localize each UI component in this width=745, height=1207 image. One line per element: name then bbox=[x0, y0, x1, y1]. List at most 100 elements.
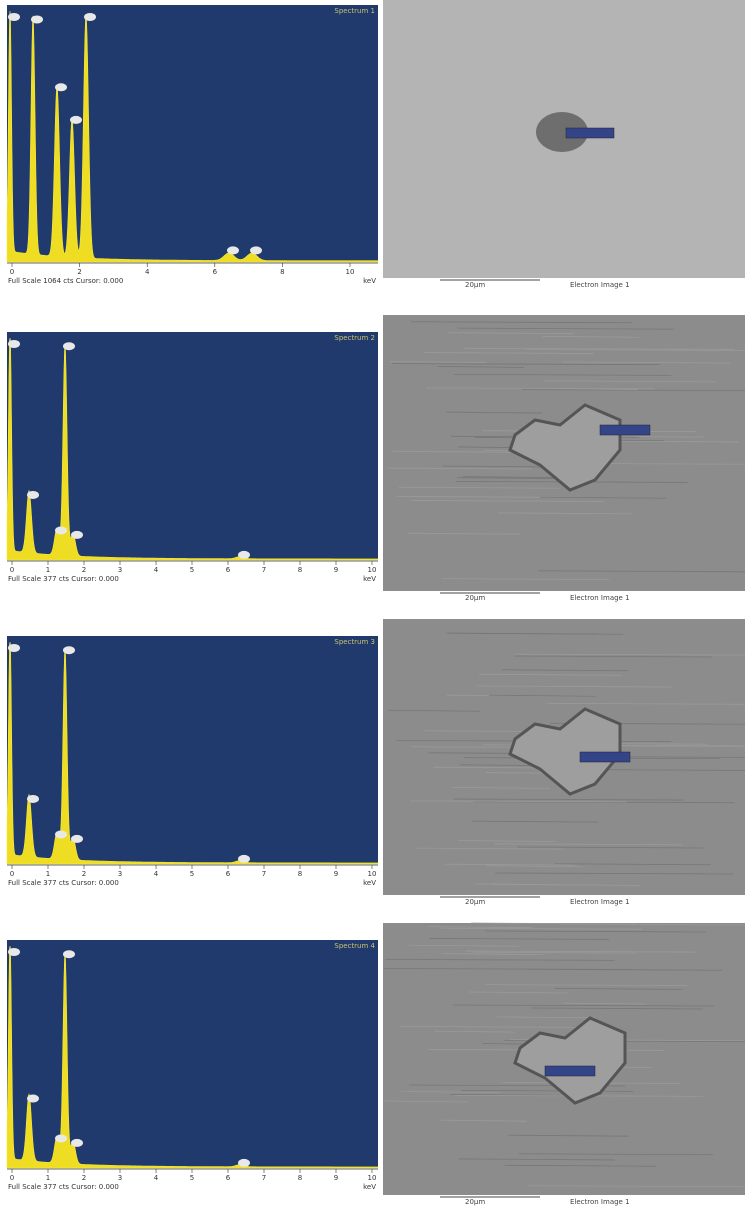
surface-streak bbox=[556, 388, 638, 391]
surface-streak bbox=[465, 950, 697, 953]
tick-label: 8 bbox=[298, 566, 302, 574]
tick-label: 6 bbox=[226, 566, 231, 574]
surface-streak bbox=[427, 926, 532, 929]
surface-streak bbox=[457, 1158, 615, 1161]
surface-streak bbox=[518, 1153, 713, 1156]
spectrum-title: Spectrum 2 bbox=[334, 334, 375, 342]
surface-streak bbox=[425, 387, 655, 390]
spectrum-marker bbox=[565, 127, 615, 139]
surface-streak bbox=[411, 500, 604, 502]
surface-streak bbox=[485, 930, 707, 933]
surface-streak bbox=[385, 958, 615, 961]
surface-streak bbox=[504, 1164, 657, 1167]
tick-label: 3 bbox=[118, 1174, 122, 1182]
surface-streak bbox=[387, 709, 481, 712]
surface-streak bbox=[498, 512, 633, 515]
peak-label bbox=[27, 794, 39, 803]
tick-label: 7 bbox=[262, 1174, 266, 1182]
peak-label bbox=[238, 550, 250, 559]
spectrum-footer: Full Scale 1064 cts Cursor: 0.000 bbox=[8, 277, 123, 285]
image-caption: Electron Image 1 bbox=[570, 594, 630, 602]
tick-label: 2 bbox=[82, 566, 86, 574]
peak-label bbox=[55, 83, 67, 92]
surface-streak bbox=[410, 800, 627, 803]
surface-streak bbox=[423, 352, 594, 354]
tick-label: 8 bbox=[298, 870, 302, 878]
tick-label: 0 bbox=[10, 1174, 14, 1182]
surface-streak bbox=[384, 1100, 469, 1103]
surface-streak bbox=[514, 653, 745, 656]
tick-label: 0 bbox=[10, 268, 14, 276]
surface-streak bbox=[440, 1119, 527, 1122]
surface-streak bbox=[502, 669, 629, 672]
image-caption: Electron Image 1 bbox=[570, 898, 630, 906]
axis-unit: keV bbox=[363, 575, 376, 583]
scale-label: 20µm bbox=[465, 594, 485, 602]
tick-label: 2 bbox=[82, 870, 86, 878]
spectrum-trace bbox=[6, 945, 379, 1169]
surface-streak bbox=[471, 922, 643, 925]
surface-streak bbox=[530, 1007, 703, 1010]
tick-label: 10 bbox=[368, 870, 377, 878]
tick-label: 7 bbox=[262, 870, 266, 878]
peak-label bbox=[8, 644, 20, 652]
image-caption: Electron Image 1 bbox=[570, 281, 630, 289]
surface-streak bbox=[454, 373, 672, 376]
surface-streak bbox=[447, 332, 574, 335]
tick-label: 8 bbox=[280, 268, 284, 276]
surface-streak bbox=[463, 347, 735, 350]
peak-label bbox=[238, 854, 250, 863]
peak-label bbox=[238, 1158, 250, 1167]
surface-streak bbox=[543, 380, 718, 383]
tick-label: 6 bbox=[226, 870, 231, 878]
tick-label: 4 bbox=[154, 1174, 159, 1182]
tick-label: 1 bbox=[46, 870, 50, 878]
surface-streak bbox=[508, 1134, 629, 1137]
peak-label bbox=[8, 340, 20, 348]
spectrum-marker bbox=[599, 424, 651, 436]
tick-label: 1 bbox=[46, 1174, 50, 1182]
peak-label bbox=[227, 246, 239, 255]
surface-streak bbox=[478, 673, 622, 676]
peak-label bbox=[250, 246, 262, 255]
peak-label bbox=[8, 948, 20, 956]
tick-label: 2 bbox=[77, 268, 81, 276]
surface-streak bbox=[493, 884, 640, 886]
peak-label bbox=[63, 646, 75, 655]
tick-label: 5 bbox=[190, 1174, 194, 1182]
peak-label bbox=[55, 1134, 67, 1143]
axis-unit: keV bbox=[363, 1183, 376, 1191]
surface-streak bbox=[488, 694, 596, 697]
tick-label: 0 bbox=[10, 566, 14, 574]
surface-streak bbox=[526, 349, 745, 351]
tick-label: 4 bbox=[154, 566, 159, 574]
spectrum-footer: Full Scale 377 cts Cursor: 0.000 bbox=[8, 1183, 119, 1191]
surface-streak bbox=[494, 843, 683, 846]
surface-streak bbox=[538, 570, 745, 573]
peak-label bbox=[71, 530, 83, 539]
spectrum-footer: Full Scale 377 cts Cursor: 0.000 bbox=[8, 575, 119, 583]
surface-streak bbox=[442, 953, 543, 956]
tick-label: 4 bbox=[145, 268, 150, 276]
surface-streak bbox=[560, 923, 745, 926]
spectrum-title: Spectrum 3 bbox=[334, 638, 375, 646]
caption-strip bbox=[383, 278, 745, 290]
tick-label: 5 bbox=[190, 566, 194, 574]
surface-streak bbox=[439, 927, 643, 930]
surface-streak bbox=[442, 465, 554, 468]
surface-streak bbox=[542, 335, 640, 338]
surface-streak bbox=[457, 840, 555, 842]
tick-label: 1 bbox=[46, 566, 50, 574]
spectrum-title: Spectrum 4 bbox=[334, 942, 375, 950]
surface-streak bbox=[409, 944, 519, 947]
particle bbox=[508, 403, 622, 492]
surface-streak bbox=[468, 991, 568, 994]
caption-strip bbox=[383, 591, 745, 603]
surface-streak bbox=[477, 685, 672, 688]
surface-streak bbox=[554, 988, 683, 990]
surface-streak bbox=[472, 820, 599, 823]
surface-streak bbox=[392, 450, 529, 453]
particle bbox=[513, 1016, 627, 1105]
caption-strip bbox=[383, 895, 745, 907]
surface-streak bbox=[485, 865, 583, 868]
